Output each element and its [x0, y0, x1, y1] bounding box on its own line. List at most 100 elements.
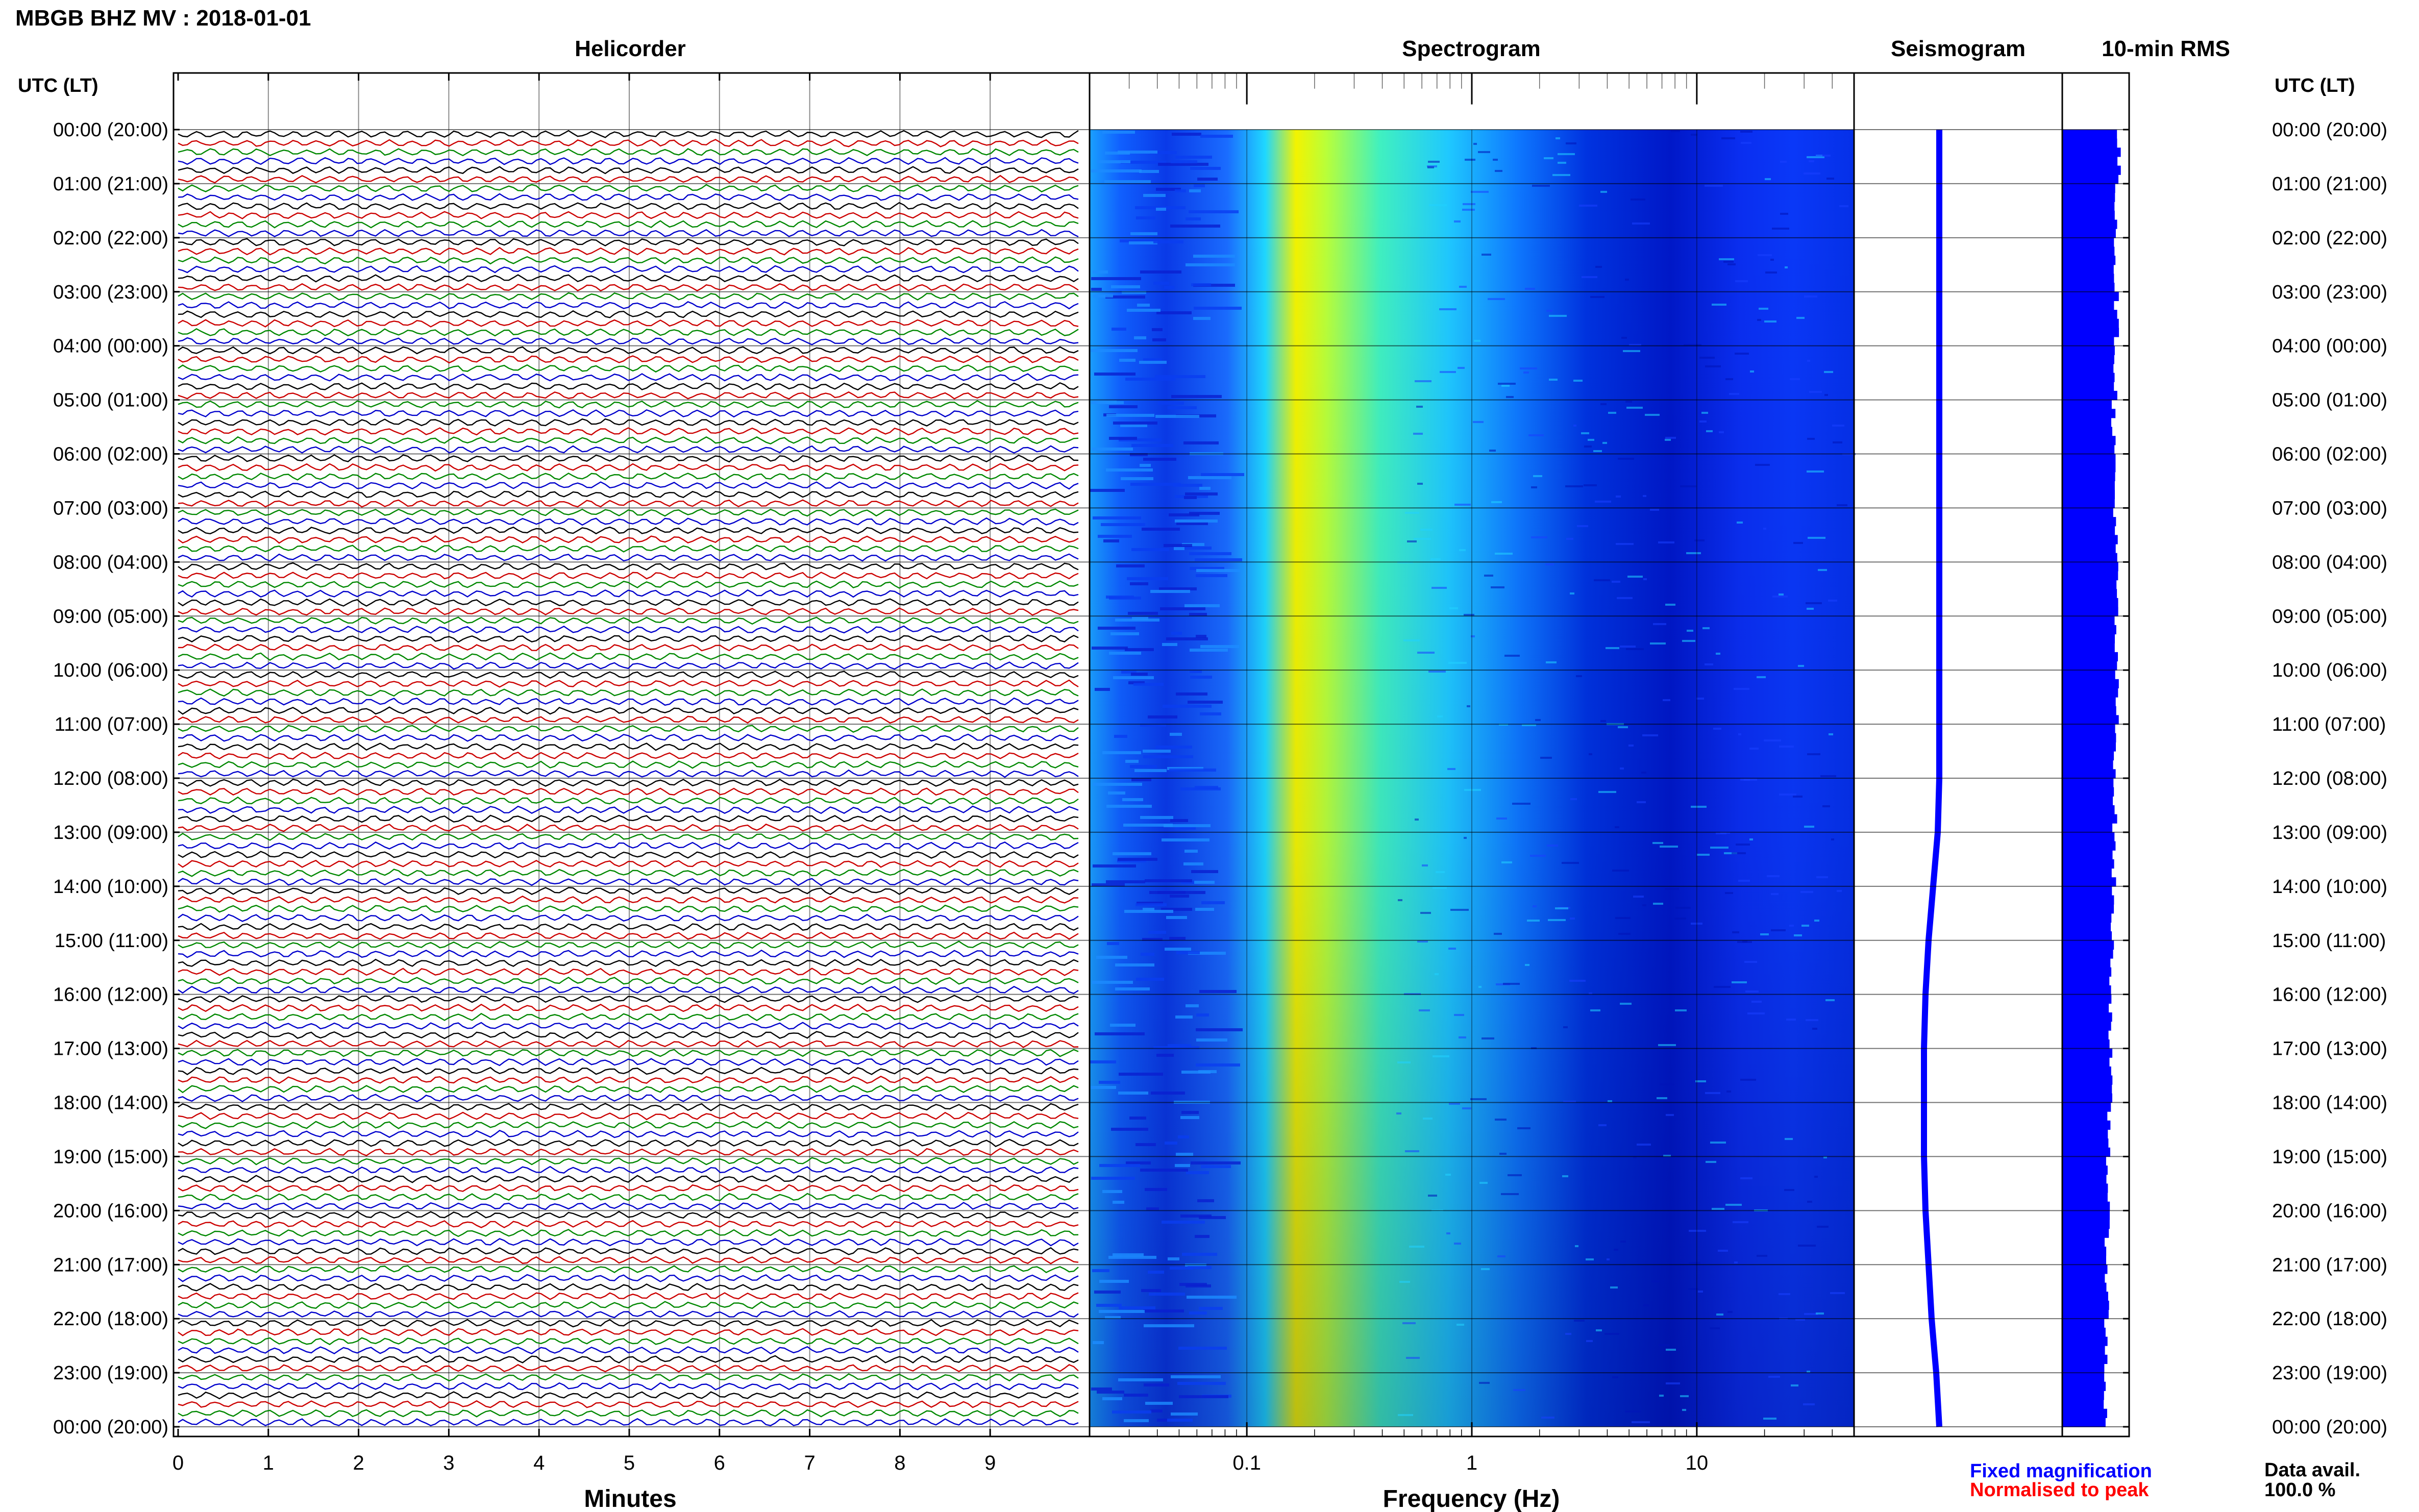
spectrogram-speckle: [1616, 543, 1634, 545]
spectrogram-speckle: [1428, 161, 1440, 163]
spectrogram-speckle: [1197, 1199, 1214, 1202]
helicorder-trace-line: [178, 923, 1079, 931]
spectrogram-speckle: [1448, 662, 1467, 664]
spectrogram-speckle: [1574, 1320, 1585, 1322]
spectrogram-speckle: [1196, 1038, 1227, 1042]
rms-bar: [2062, 1255, 2106, 1265]
spectrogram-speckle: [1495, 1119, 1507, 1121]
spectrogram-speckle: [1156, 311, 1192, 314]
spectrogram-speckle: [1406, 1357, 1420, 1359]
spectrogram-speckle: [1130, 582, 1148, 585]
rms-bar: [2062, 967, 2112, 977]
spectrogram-speckle: [1105, 295, 1145, 299]
spectrogram-speckle: [1712, 304, 1726, 306]
spectrogram-speckle: [1600, 191, 1607, 193]
helicorder-trace-line: [178, 1111, 1079, 1121]
spectrogram-speckle: [1196, 1063, 1240, 1067]
spectrogram-speckle: [1448, 948, 1456, 950]
rms-bar: [2062, 1039, 2110, 1049]
helicorder-trace-line: [178, 1229, 1079, 1237]
spectrogram-speckle: [1419, 1009, 1430, 1011]
spectrogram-speckle: [1771, 893, 1779, 895]
helicorder-trace-line: [178, 814, 1079, 823]
spectrogram-speckle: [1549, 379, 1558, 381]
spectrogram-speckle: [1143, 750, 1171, 753]
helicorder-trace-line: [178, 742, 1079, 751]
spectrogram-speckle: [1090, 1060, 1116, 1063]
spectrogram-speckle: [1482, 1037, 1494, 1039]
helicorder-trace-line: [178, 697, 1079, 706]
spectrogram-speckle: [1716, 1313, 1723, 1316]
rms-bar: [2062, 1319, 2105, 1328]
helicorder-trace-line: [178, 130, 1079, 138]
rms-bar: [2062, 1012, 2112, 1022]
spectrogram-speckle: [1144, 1324, 1194, 1327]
spectrogram-speckle: [1699, 357, 1715, 359]
spectrogram-speckle: [1608, 1100, 1612, 1102]
spectrogram-speckle: [1579, 205, 1597, 207]
spectrogram-speckle: [1606, 647, 1619, 649]
spectrogram-speckle: [1433, 1055, 1449, 1057]
spectrogram-speckle: [1170, 733, 1182, 736]
helicorder-trace-line: [178, 1121, 1079, 1129]
spectrogram-speckle: [1170, 819, 1188, 822]
spectrogram-speckle: [1140, 1169, 1188, 1172]
helicorder-trace-line: [178, 751, 1079, 760]
spectrogram-speckle: [1092, 1269, 1109, 1272]
rms-bar: [2062, 886, 2112, 896]
rms-bar: [2062, 544, 2116, 554]
spectrogram-speckle: [1735, 353, 1749, 355]
spectrogram-speckle: [1657, 1097, 1667, 1099]
spectrogram-speckle: [1809, 391, 1822, 393]
rms-bar: [2062, 1300, 2109, 1310]
spectrogram-speckle: [1152, 338, 1166, 341]
minute-tick-label: 2: [353, 1452, 364, 1474]
helicorder-trace-line: [178, 1175, 1079, 1183]
spectrogram-speckle: [1188, 1266, 1212, 1269]
spectrogram-speckle: [1180, 1116, 1199, 1119]
helicorder-trace-line: [178, 625, 1079, 634]
rms-bar: [2062, 508, 2113, 517]
spectrogram-speckle: [1172, 133, 1201, 136]
spectrogram-speckle: [1182, 1253, 1217, 1256]
spectrogram-speckle: [1140, 816, 1173, 819]
spectrogram-speckle: [1473, 421, 1484, 423]
spectrogram-speckle: [1547, 845, 1558, 847]
spectrogram-speckle: [1751, 1001, 1762, 1003]
rms-bar: [2062, 1346, 2105, 1355]
spectrogram-title: Spectrogram: [1402, 36, 1540, 61]
hour-label-left: 00:00 (20:00): [53, 1417, 168, 1438]
spectrogram-speckle: [1738, 880, 1750, 882]
spectrogram-speckle: [1099, 1280, 1129, 1283]
spectrogram-speckle: [1598, 1124, 1607, 1126]
spectrogram-speckle: [1170, 1267, 1193, 1270]
spectrogram-speckle: [1141, 953, 1154, 956]
rms-bar: [2062, 616, 2115, 626]
helicorder-trace-line: [178, 1012, 1079, 1021]
spectrogram-speckle: [1090, 489, 1125, 492]
hour-label-right: 23:00 (19:00): [2272, 1362, 2387, 1384]
spectrogram-speckle: [1200, 645, 1239, 648]
spectrogram-speckle: [1612, 1376, 1618, 1378]
spectrogram-speckle: [1186, 263, 1235, 266]
spectrogram-speckle: [1437, 715, 1443, 717]
rms-bar: [2062, 823, 2113, 833]
spectrogram-speckle: [1186, 1284, 1211, 1287]
minute-tick-label: 5: [624, 1452, 635, 1474]
rms-bar: [2062, 1021, 2111, 1031]
helicorder-trace-line: [178, 1003, 1079, 1012]
hour-label-right: 22:00 (18:00): [2272, 1308, 2387, 1330]
spectrogram-speckle: [1824, 394, 1828, 396]
spectrogram-speckle: [1816, 1312, 1824, 1315]
spectrogram-speckle: [1170, 895, 1189, 898]
spectrogram-speckle: [1566, 538, 1573, 540]
spectrogram-speckle: [1620, 646, 1636, 648]
rms-bar: [2062, 976, 2110, 986]
spectrogram-speckle: [1429, 204, 1447, 206]
rms-bar: [2062, 1309, 2109, 1319]
spectrogram-speckle: [1712, 1208, 1724, 1210]
rms-bar: [2062, 328, 2119, 337]
spectrogram-speckle: [1402, 1322, 1416, 1324]
spectrogram-speckle: [1602, 442, 1607, 444]
spectrogram-speckle: [1420, 912, 1431, 914]
